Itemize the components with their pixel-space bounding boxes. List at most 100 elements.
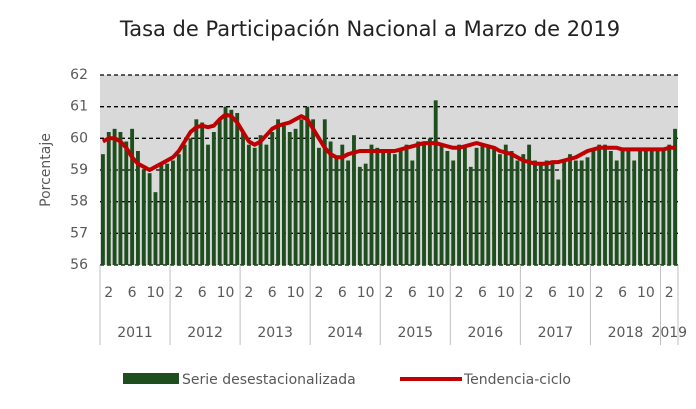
bar xyxy=(328,141,333,265)
bar xyxy=(655,151,660,265)
bar xyxy=(445,151,450,265)
bar xyxy=(667,144,672,265)
bar xyxy=(171,160,175,265)
bar xyxy=(632,160,637,265)
bar xyxy=(550,160,555,265)
bar xyxy=(369,144,374,265)
bar xyxy=(462,147,467,265)
bar xyxy=(422,141,426,265)
y-tick-label: 57 xyxy=(70,225,88,241)
bar xyxy=(188,138,193,265)
x-tick-label: 6 xyxy=(548,285,557,301)
bar xyxy=(468,166,473,265)
x-tick-label: 10 xyxy=(427,285,445,301)
legend-swatch xyxy=(123,373,179,384)
bar xyxy=(498,154,502,265)
bar xyxy=(503,144,508,265)
bar xyxy=(276,119,280,265)
y-tick-label: 59 xyxy=(70,162,88,178)
bar xyxy=(573,160,578,265)
x-tick-label: 10 xyxy=(497,285,515,301)
bar xyxy=(509,151,514,265)
bar xyxy=(387,151,391,265)
bar xyxy=(293,128,298,265)
chart-title: Tasa de Participación Nacional a Marzo d… xyxy=(119,17,620,41)
bar xyxy=(474,147,479,265)
bar xyxy=(410,160,415,265)
bar xyxy=(597,144,602,265)
bar xyxy=(194,119,199,265)
bar xyxy=(130,128,135,265)
bar xyxy=(439,144,444,265)
bar xyxy=(124,141,129,265)
bar xyxy=(182,144,187,265)
x-tick-label: 6 xyxy=(478,285,487,301)
bar xyxy=(229,109,234,265)
x-tick-label: 10 xyxy=(637,285,655,301)
bar xyxy=(217,119,222,265)
bar xyxy=(311,119,316,265)
bar xyxy=(649,147,654,265)
bar xyxy=(281,125,286,266)
y-tick-label: 58 xyxy=(70,194,88,210)
x-group-label: 2018 xyxy=(608,325,644,341)
x-tick-label: 2 xyxy=(525,285,534,301)
bar xyxy=(206,144,210,265)
bar xyxy=(427,138,432,265)
x-group-label: 2019 xyxy=(651,325,687,341)
bar xyxy=(264,144,269,265)
x-tick-label: 2 xyxy=(314,285,323,301)
bar xyxy=(211,132,216,265)
bar xyxy=(562,160,567,265)
bar xyxy=(305,106,310,266)
bar xyxy=(235,113,240,265)
x-tick-label: 10 xyxy=(217,285,235,301)
bar xyxy=(106,132,111,265)
x-group-label: 2014 xyxy=(327,325,363,341)
bar xyxy=(357,166,362,265)
bar xyxy=(322,119,327,265)
bar xyxy=(118,132,123,265)
bar xyxy=(533,160,537,265)
bar xyxy=(538,163,543,265)
bar xyxy=(620,147,625,265)
bar xyxy=(486,144,491,265)
bar xyxy=(404,144,409,265)
bar xyxy=(147,173,152,265)
bar xyxy=(480,144,485,265)
bar xyxy=(165,163,170,265)
bar xyxy=(643,151,648,265)
bar xyxy=(299,119,304,265)
bar xyxy=(591,151,596,265)
x-tick-label: 6 xyxy=(198,285,207,301)
x-tick-label: 2 xyxy=(595,285,604,301)
x-tick-label: 10 xyxy=(147,285,165,301)
bar xyxy=(603,144,607,265)
bar xyxy=(661,151,666,265)
bar xyxy=(626,151,631,265)
x-tick-label: 6 xyxy=(128,285,137,301)
bar xyxy=(334,157,339,265)
bar xyxy=(352,135,356,265)
bar xyxy=(112,128,117,265)
bar xyxy=(521,154,526,265)
bar xyxy=(544,160,549,265)
y-axis-label: Porcentaje xyxy=(38,133,54,207)
bar xyxy=(136,151,140,265)
x-group-label: 2013 xyxy=(257,325,293,341)
bar xyxy=(246,144,251,265)
legend-label: Serie desestacionalizada xyxy=(182,372,356,388)
bar xyxy=(556,179,561,265)
x-group-label: 2012 xyxy=(187,325,223,341)
bar xyxy=(398,151,403,265)
bar xyxy=(608,151,613,265)
x-group-label: 2015 xyxy=(397,325,433,341)
bar xyxy=(317,147,321,265)
x-group-label: 2011 xyxy=(117,325,153,341)
bar xyxy=(392,154,397,265)
y-tick-label: 56 xyxy=(70,257,88,273)
bar xyxy=(638,151,642,265)
x-tick-label: 10 xyxy=(567,285,585,301)
trend-line xyxy=(101,112,676,172)
